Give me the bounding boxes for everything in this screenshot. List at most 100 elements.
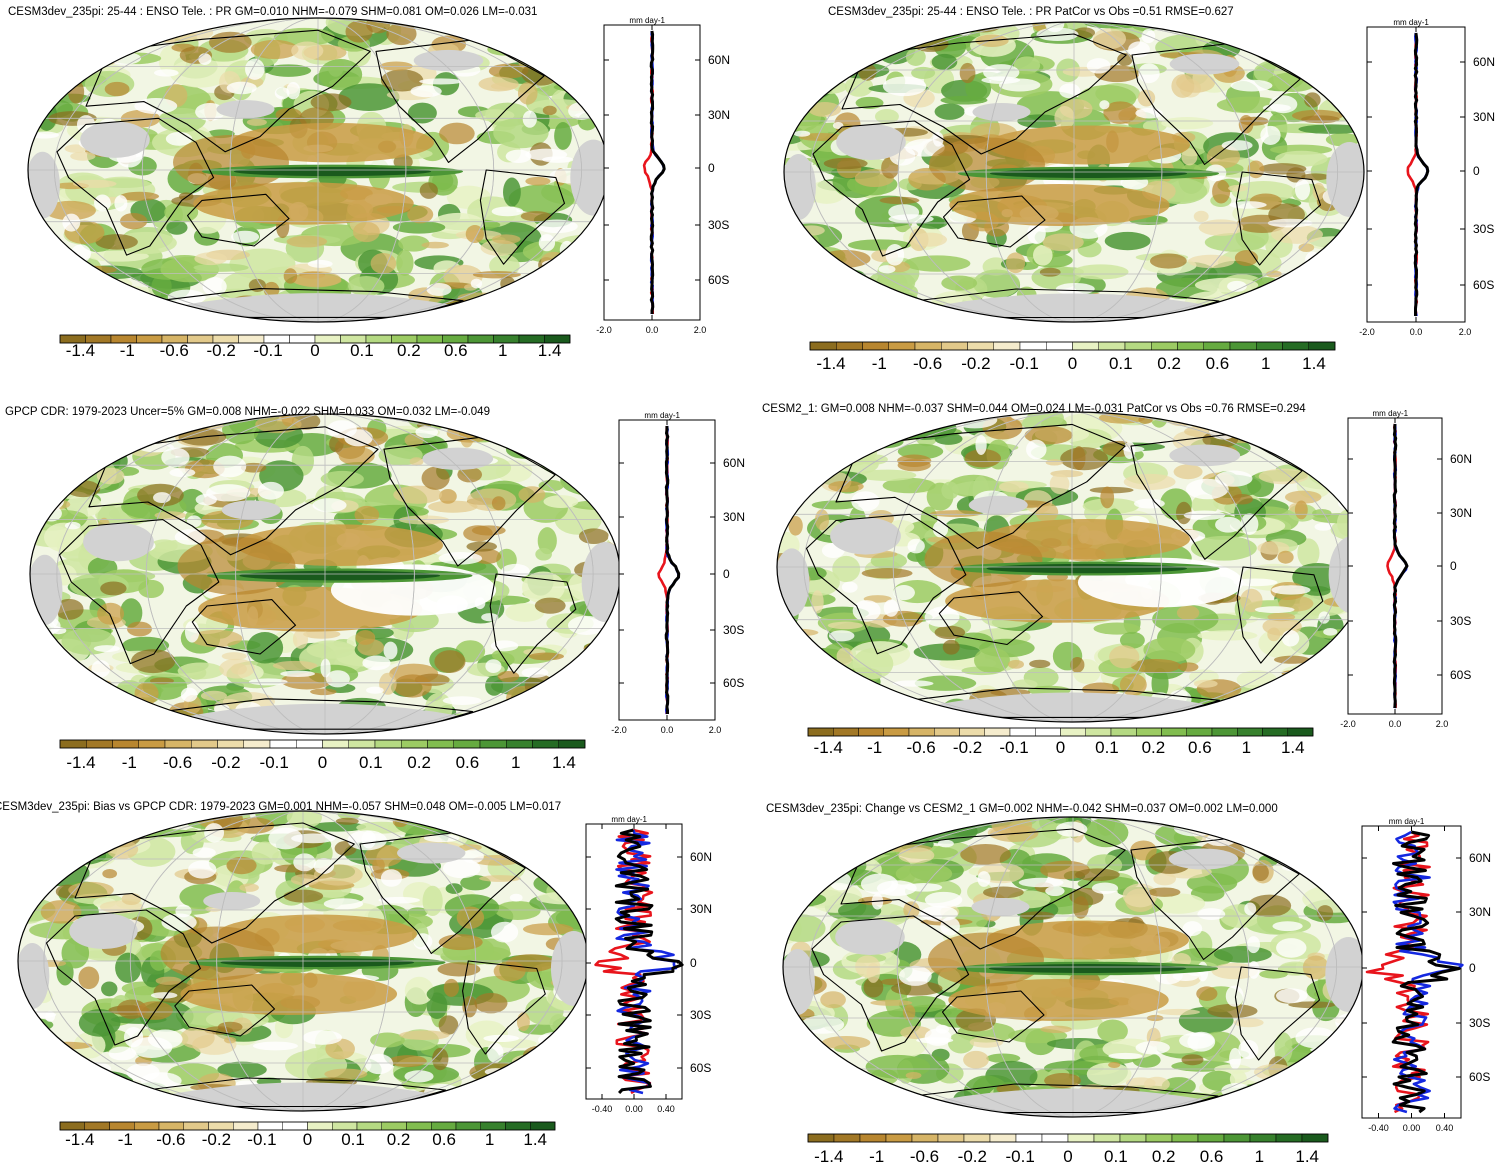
colorbar-box — [480, 1121, 506, 1131]
colorbar-box — [243, 739, 271, 749]
colorbar-label: 1 — [498, 341, 507, 360]
colorbar-box — [505, 1121, 531, 1131]
zonal-y-tick: 60N — [1450, 452, 1472, 466]
colorbar-box — [1041, 1133, 1069, 1143]
colorbar-label: -0.6 — [163, 753, 192, 772]
panel-title: GPCP CDR: 1979-2023 Uncer=5% GM=0.008 NH… — [5, 406, 490, 418]
colorbar-label: -0.1 — [1006, 1147, 1035, 1166]
colorbar-box — [1197, 1133, 1225, 1143]
zonal-y-tick: 0 — [723, 567, 730, 581]
zonal-mean-line — [649, 30, 666, 315]
colorbar-box — [257, 1121, 283, 1131]
colorbar-box — [1203, 341, 1231, 351]
colorbar-box — [374, 739, 402, 749]
zonal-units: mm day-1 — [1373, 409, 1409, 418]
colorbar-box — [1177, 341, 1204, 351]
colorbar-label: -0.2 — [953, 738, 982, 757]
zonal-x-tick: -2.0 — [1359, 327, 1375, 337]
colorbar-label: -0.2 — [961, 354, 990, 373]
coastline — [811, 915, 970, 1052]
zonal-units: mm day-1 — [629, 16, 665, 25]
colorbar-box — [934, 727, 960, 737]
colorbar: -1.4 -1 -0.6 -0.2 -0.1 0 0.1 0.2 0.6 1 1.4 — [59, 739, 586, 772]
zonal-y-tick: 60S — [1473, 278, 1494, 292]
colorbar-label: 1.4 — [1281, 738, 1305, 757]
zonal-y-tick: 30S — [1450, 614, 1471, 628]
colorbar-box — [1119, 1133, 1147, 1143]
zonal-y-tick: 30S — [723, 623, 744, 637]
colorbar-box — [217, 739, 244, 749]
zonal-y-tick: 60S — [690, 1061, 711, 1075]
colorbar-label: -1.4 — [65, 1130, 94, 1149]
colorbar-box — [164, 739, 192, 749]
colorbar-label: 0.1 — [1109, 354, 1133, 373]
colorbar: -1.4 -1 -0.6 -0.2 -0.1 0 0.1 0.2 0.6 1 1.4 — [807, 1133, 1329, 1166]
colorbar-label: 0.1 — [341, 1130, 365, 1149]
zonal-y-tick: 0 — [1473, 164, 1480, 178]
colorbar-box — [1035, 727, 1061, 737]
colorbar-box — [356, 1121, 382, 1131]
colorbar-box — [989, 1133, 1017, 1143]
coastline — [462, 960, 546, 1055]
colorbar-label: 1.4 — [552, 753, 576, 772]
zonal-units: mm day-1 — [1389, 817, 1425, 826]
map-panel — [28, 18, 608, 322]
colorbar-label: -1 — [120, 341, 135, 360]
colorbar-box — [1301, 1133, 1329, 1143]
coastline — [74, 822, 355, 944]
coastline — [835, 423, 1126, 549]
colorbar-label: 0.2 — [1152, 1147, 1176, 1166]
colorbar-label: 0.1 — [1104, 1147, 1128, 1166]
colorbar-label: 1 — [1255, 1147, 1264, 1166]
colorbar-label: 0.2 — [407, 753, 431, 772]
zonal-x-tick: 0.40 — [657, 1104, 675, 1114]
coastline — [479, 169, 566, 265]
zonal-y-tick: 30N — [723, 510, 745, 524]
zonal-mean-line — [1413, 32, 1430, 316]
zonal-x-tick: -2.0 — [596, 325, 612, 335]
colorbar-box — [453, 739, 481, 749]
coastline — [88, 426, 379, 556]
zonal-x-tick: -2.0 — [611, 725, 627, 735]
colorbar-box — [208, 1121, 234, 1131]
colorbar-label: 1 — [485, 1130, 494, 1149]
colorbar-box — [109, 1121, 135, 1131]
zonal-y-tick: 60S — [723, 676, 744, 690]
colorbar-label: 0 — [1063, 1147, 1072, 1166]
coastline — [938, 591, 1044, 646]
colorbar-box — [269, 739, 297, 749]
coastline — [805, 513, 967, 655]
colorbar-box — [183, 1121, 209, 1131]
colorbar-box — [558, 739, 586, 749]
colorbar-box — [1161, 727, 1187, 737]
colorbar-label: 0.2 — [387, 1130, 411, 1149]
zonal-x-tick: 2.0 — [709, 725, 722, 735]
zonal-x-tick: 0.00 — [625, 1104, 643, 1114]
colorbar-box — [455, 1121, 481, 1131]
colorbar-box — [1282, 341, 1309, 351]
zonal-y-tick: 30N — [708, 108, 730, 122]
colorbar-label: 1 — [511, 753, 520, 772]
colorbar-label: -1 — [867, 738, 882, 757]
colorbar-box — [1211, 727, 1238, 737]
colorbar-box — [431, 1121, 457, 1131]
colorbar-label: 1.4 — [538, 341, 562, 360]
colorbar-box — [1124, 341, 1152, 351]
map-panel — [777, 412, 1367, 722]
colorbar-label: -1.4 — [66, 753, 95, 772]
colorbar-label: 0.2 — [397, 341, 421, 360]
colorbar-label: -1 — [118, 1130, 133, 1149]
zonal-mean-panel: mm day-1 60N 30N 0 30S 60S -2.0 0.0 2.0 — [596, 16, 730, 335]
colorbar-box — [1256, 341, 1283, 351]
colorbar-box — [883, 727, 910, 737]
colorbar-label: -1.4 — [66, 341, 95, 360]
colorbar-box — [908, 727, 935, 737]
zonal-x-tick: 0.0 — [1410, 327, 1423, 337]
coastline — [1130, 433, 1303, 560]
zonal-y-tick: 30S — [690, 1008, 711, 1022]
colorbar-box — [158, 1121, 184, 1131]
colorbar-box — [427, 739, 454, 749]
colorbar-box — [807, 1133, 835, 1143]
coastline — [841, 33, 1127, 155]
